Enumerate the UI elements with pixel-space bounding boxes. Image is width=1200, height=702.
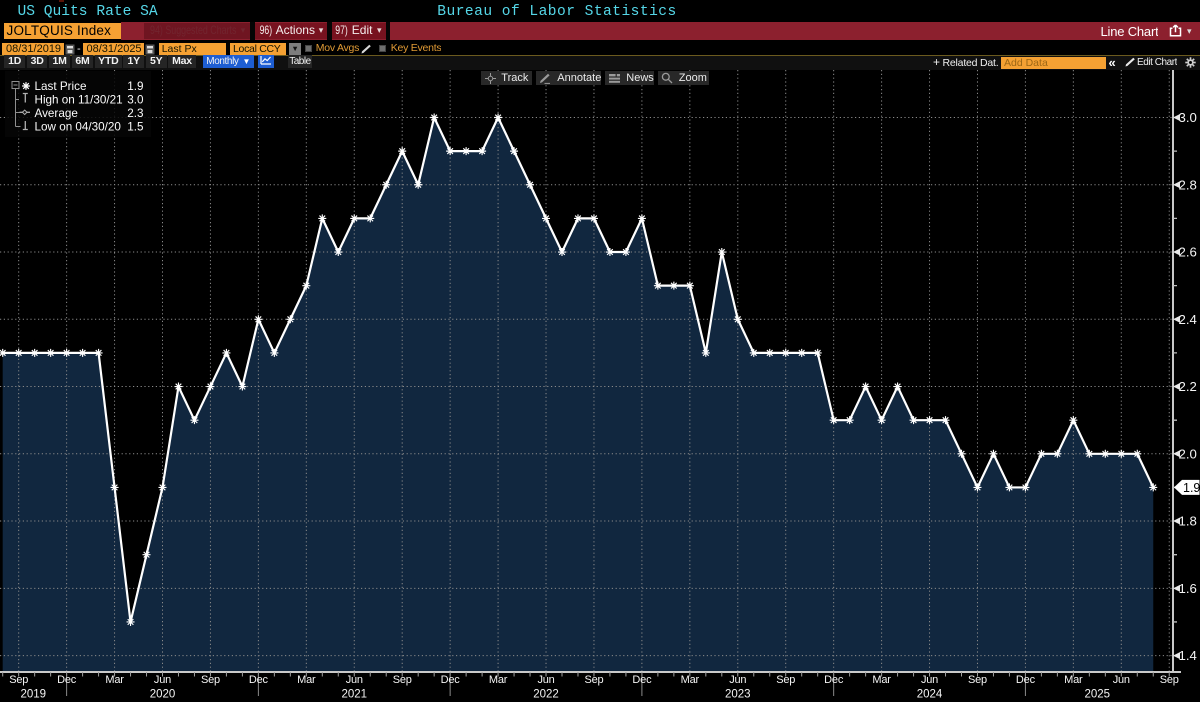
svg-text:2.6: 2.6 [1179, 245, 1197, 260]
svg-text:Mar: Mar [872, 674, 891, 686]
svg-text:Mar: Mar [1064, 674, 1083, 686]
svg-text:2025: 2025 [1085, 689, 1111, 701]
svg-text:2.3: 2.3 [127, 107, 143, 120]
svg-text:Average: Average [35, 107, 78, 120]
svg-text:Dec: Dec [57, 674, 77, 686]
svg-text:2019: 2019 [21, 689, 47, 701]
svg-text:2024: 2024 [917, 689, 943, 701]
svg-text:Jun: Jun [346, 674, 363, 686]
svg-text:1.9: 1.9 [1183, 481, 1200, 495]
svg-text:2.8: 2.8 [1179, 177, 1197, 192]
svg-text:Dec: Dec [632, 674, 652, 686]
svg-text:1.4: 1.4 [1179, 648, 1197, 663]
svg-text:1.5: 1.5 [127, 120, 144, 133]
svg-text:Jun: Jun [921, 674, 938, 686]
svg-text:2020: 2020 [150, 689, 176, 701]
svg-text:Low on 04/30/20: Low on 04/30/20 [35, 120, 122, 133]
svg-text:Mar: Mar [105, 674, 124, 686]
svg-text:2023: 2023 [725, 689, 751, 701]
svg-text:2.2: 2.2 [1179, 379, 1197, 394]
svg-text:Dec: Dec [824, 674, 844, 686]
svg-text:Mar: Mar [297, 674, 316, 686]
svg-text:Sep: Sep [776, 674, 795, 686]
svg-text:2022: 2022 [533, 689, 559, 701]
svg-text:1.8: 1.8 [1179, 514, 1197, 529]
svg-text:Mar: Mar [681, 674, 700, 686]
svg-text:1.6: 1.6 [1179, 581, 1197, 596]
svg-text:Mar: Mar [489, 674, 508, 686]
svg-text:2.0: 2.0 [1179, 446, 1197, 461]
svg-text:Jun: Jun [537, 674, 554, 686]
svg-text:Dec: Dec [249, 674, 269, 686]
svg-text:Jun: Jun [1113, 674, 1130, 686]
svg-text:1.9: 1.9 [127, 80, 143, 93]
svg-text:Jun: Jun [154, 674, 171, 686]
svg-text:2.4: 2.4 [1179, 312, 1197, 327]
svg-text:2021: 2021 [342, 689, 368, 701]
svg-text:Last Price: Last Price [35, 80, 87, 93]
svg-text:Sep: Sep [968, 674, 987, 686]
svg-text:Sep: Sep [584, 674, 603, 686]
svg-text:Sep: Sep [9, 674, 28, 686]
svg-text:High on 11/30/21: High on 11/30/21 [35, 94, 123, 107]
svg-text:Sep: Sep [393, 674, 412, 686]
svg-text:Sep: Sep [201, 674, 220, 686]
svg-text:Dec: Dec [1016, 674, 1036, 686]
svg-text:3.0: 3.0 [1179, 110, 1197, 125]
svg-text:Jun: Jun [729, 674, 746, 686]
svg-text:Dec: Dec [441, 674, 461, 686]
svg-text:3.0: 3.0 [127, 94, 144, 107]
svg-text:Sep: Sep [1160, 674, 1179, 686]
